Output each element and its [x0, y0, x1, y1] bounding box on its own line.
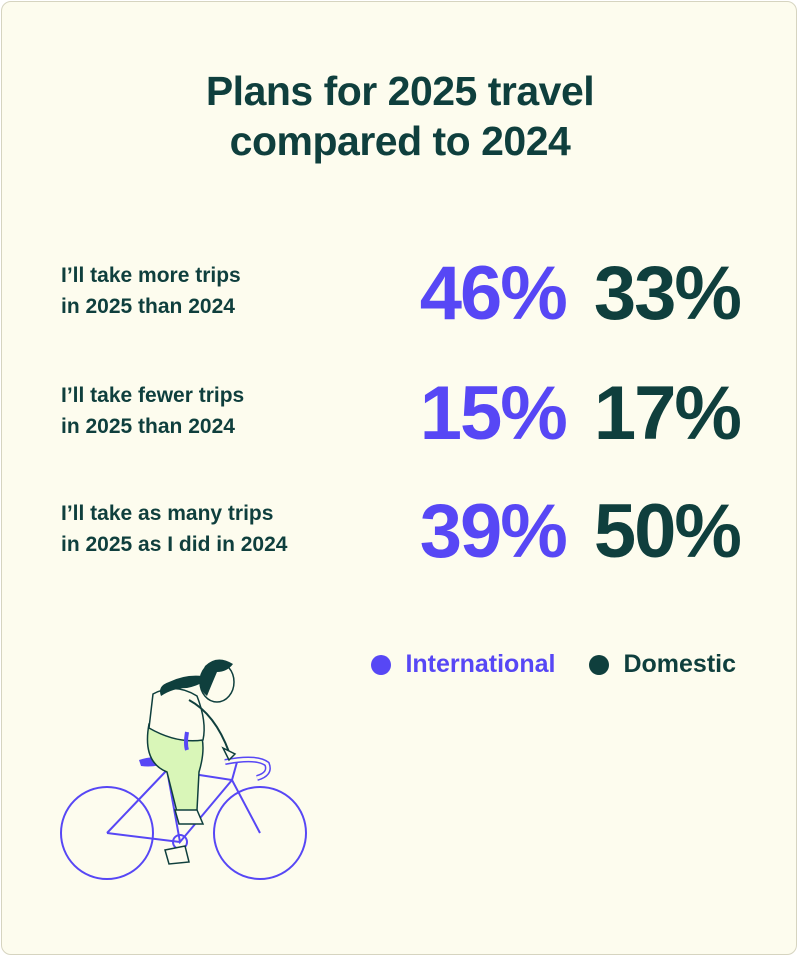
rear-wheel — [60, 786, 154, 880]
domestic-value: 50% — [593, 489, 742, 574]
front-wheel — [213, 786, 307, 880]
row-label-line-2: in 2025 as I did in 2024 — [61, 533, 288, 556]
woman-riding-bicycle-icon — [60, 659, 307, 880]
legend-label: Domestic — [623, 650, 736, 678]
international-value: 39% — [419, 489, 568, 574]
legend-label: International — [405, 650, 556, 678]
row-label: I’ll take fewer trips in 2025 than 2024 — [61, 380, 244, 442]
legend: International Domestic — [371, 650, 736, 679]
shirt — [148, 687, 205, 742]
domestic-value: 33% — [593, 251, 742, 336]
row-label-line-1: I’ll take fewer trips — [61, 384, 245, 407]
shoe — [174, 809, 205, 825]
row-more-trips: I’ll take more trips in 2025 than 2024 4… — [2, 252, 798, 360]
chart-title: Plans for 2025 travel compared to 2024 — [2, 66, 798, 166]
legend-item-international: International — [371, 650, 555, 679]
international-value: 15% — [419, 371, 568, 456]
chain-stay — [106, 832, 181, 843]
legend-dot-icon — [589, 654, 610, 675]
row-label: I’ll take as many trips in 2025 as I did… — [61, 498, 287, 560]
legend-dot-icon — [371, 654, 392, 675]
row-fewer-trips: I’ll take fewer trips in 2025 than 2024 … — [2, 372, 798, 480]
row-label-line-1: I’ll take more trips — [61, 264, 241, 287]
row-values: 15% 17% — [419, 371, 742, 456]
row-label-line-2: in 2025 than 2024 — [61, 295, 235, 318]
arm — [188, 699, 230, 753]
head-tube — [231, 761, 238, 781]
row-label-line-2: in 2025 than 2024 — [61, 415, 235, 438]
hand — [221, 746, 237, 762]
row-label: I’ll take more trips in 2025 than 2024 — [61, 260, 241, 322]
row-same-trips: I’ll take as many trips in 2025 as I did… — [2, 490, 798, 598]
bag — [184, 731, 189, 751]
row-values: 39% 50% — [419, 489, 742, 574]
legend-item-domestic: Domestic — [589, 650, 736, 679]
row-values: 46% 33% — [419, 251, 742, 336]
chart-title-line-2: compared to 2024 — [229, 118, 571, 164]
ponytail — [160, 675, 203, 696]
international-value: 46% — [419, 251, 568, 336]
row-label-line-1: I’ll take as many trips — [61, 502, 274, 525]
chart-title-line-1: Plans for 2025 travel — [205, 68, 595, 114]
shoe — [164, 845, 190, 865]
hair — [199, 659, 233, 696]
domestic-value: 17% — [593, 371, 742, 456]
